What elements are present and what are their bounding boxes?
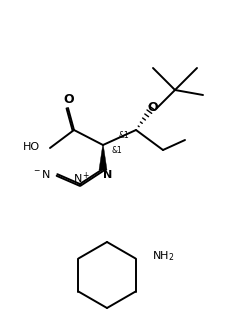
Text: $^-$N: $^-$N [32, 168, 51, 180]
Text: HO: HO [23, 142, 40, 152]
Text: O: O [64, 92, 74, 106]
Text: N: N [103, 170, 113, 180]
Polygon shape [99, 145, 107, 170]
Text: NH$_2$: NH$_2$ [152, 250, 174, 263]
Text: N$^+$: N$^+$ [73, 170, 91, 186]
Text: &1: &1 [112, 146, 123, 155]
Text: &1: &1 [118, 130, 129, 139]
Text: O: O [148, 101, 158, 114]
